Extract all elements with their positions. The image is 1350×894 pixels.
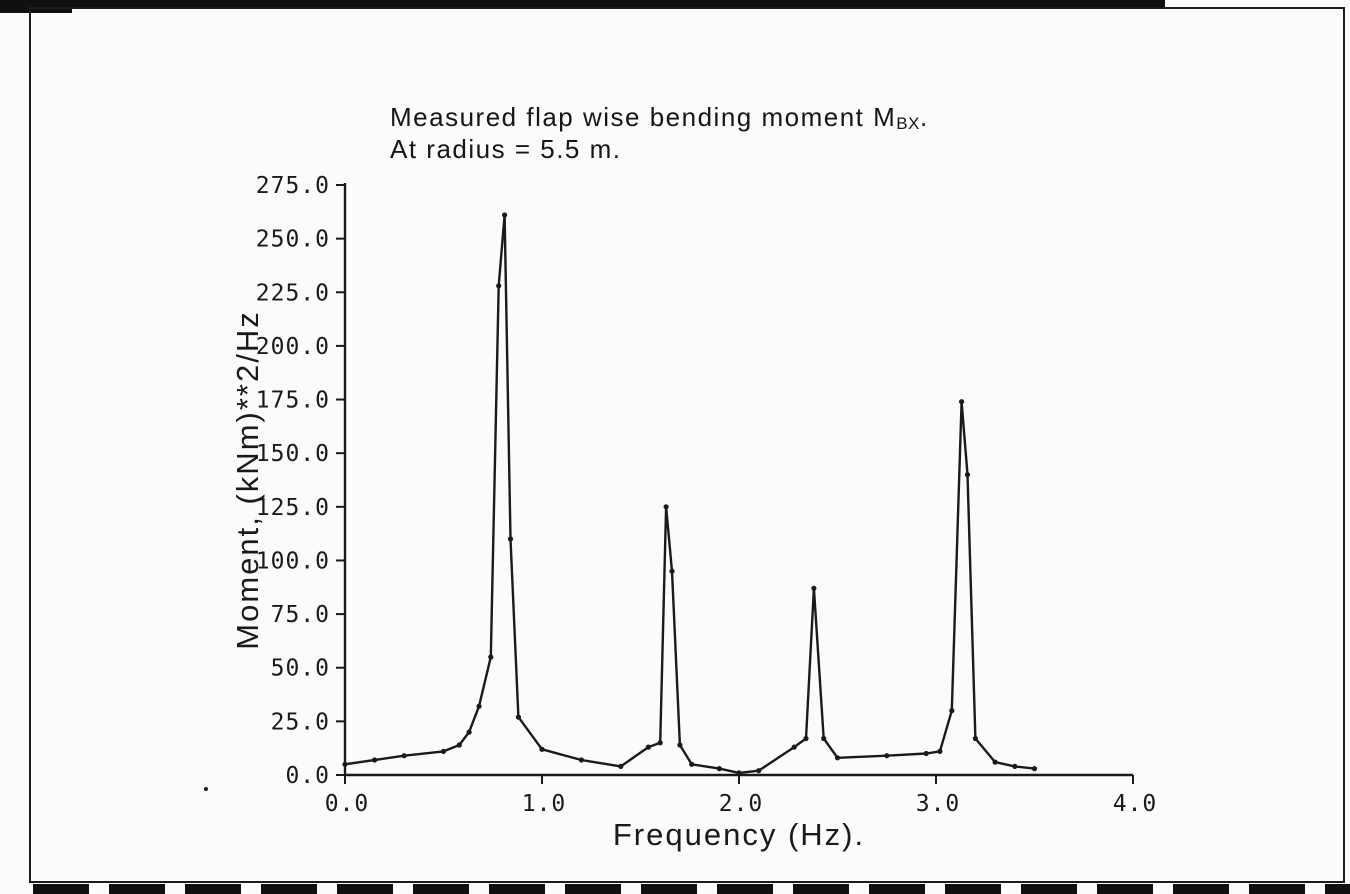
data-point-marker [803, 735, 809, 742]
y-tick-label: 250.0 [256, 227, 330, 253]
data-point-marker [496, 283, 502, 289]
y-tick-label: 50.0 [271, 656, 330, 682]
data-point-marker [488, 654, 494, 660]
data-point-marker [937, 748, 943, 755]
chart-title-line2: At radius = 5.5 m. [390, 134, 622, 164]
data-point-marker [791, 744, 797, 750]
data-point-marker [972, 735, 979, 742]
y-tick-label: 275.0 [256, 173, 330, 199]
data-point-marker [884, 753, 890, 759]
data-point-marker [1012, 763, 1018, 770]
chart-title: Measured flap wise bending moment MBX. A… [390, 103, 929, 164]
data-point-marker [502, 212, 508, 218]
x-axis-label: Frequency (Hz). [613, 817, 865, 852]
spectrum-line [343, 213, 1036, 775]
data-point-marker [618, 763, 624, 770]
data-point-marker [736, 770, 742, 776]
data-point-marker [716, 766, 722, 772]
data-point-marker [756, 768, 762, 774]
data-point-marker [677, 742, 683, 748]
data-point-marker [440, 748, 447, 755]
data-point-marker [342, 761, 348, 767]
chart-title-line1: Measured flap wise bending moment MBX. [390, 103, 929, 135]
chart-title-subscript: BX [896, 114, 920, 133]
scan-speck [204, 787, 208, 791]
data-point-marker [466, 729, 472, 735]
data-point-marker [645, 744, 652, 750]
x-tick-label: 3.0 [916, 791, 961, 817]
x-tick-label: 0.0 [325, 791, 370, 817]
data-point-marker [923, 750, 929, 757]
data-point-marker [821, 735, 827, 742]
x-tick-label: 2.0 [719, 791, 764, 817]
y-tick-label: 125.0 [256, 495, 330, 521]
data-point-marker [507, 536, 514, 542]
x-tick-label: 1.0 [522, 791, 567, 817]
x-tick-label: 4.0 [1113, 791, 1158, 817]
y-tick-label: 200.0 [256, 334, 330, 360]
data-point-marker [456, 742, 462, 748]
scan-artifact-bottom-dashes [33, 884, 1350, 894]
axes [343, 183, 1133, 777]
data-point-marker [578, 757, 585, 763]
scan-artifact-top-strip [0, 0, 1165, 7]
y-tick-label: 150.0 [256, 441, 330, 467]
y-tick-label: 175.0 [256, 388, 330, 414]
data-point-marker [663, 504, 669, 510]
y-tick-label: 75.0 [271, 602, 330, 628]
data-point-marker [834, 755, 841, 761]
y-tick-label: 225.0 [256, 280, 330, 306]
data-point-marker [1031, 766, 1038, 772]
scan-artifact-top-left-blob [0, 0, 72, 13]
data-point-marker [964, 472, 971, 478]
data-point-marker [689, 761, 695, 767]
data-point-marker [657, 740, 663, 746]
y-tick-label: 25.0 [271, 709, 330, 735]
data-point-marker [811, 585, 817, 591]
data-point-marker [401, 753, 407, 759]
y-tick-label: 0.0 [285, 763, 330, 789]
chart-title-line1-text: Measured flap wise bending moment M [390, 102, 897, 132]
y-tick-label: 100.0 [256, 548, 330, 574]
data-point-marker [515, 714, 522, 720]
data-point-marker [476, 703, 482, 709]
data-point-marker [539, 746, 545, 752]
data-point-marker [949, 708, 955, 714]
data-point-marker [669, 568, 675, 574]
data-point-marker [959, 399, 965, 405]
data-point-marker [372, 757, 378, 763]
data-point-marker [992, 759, 998, 765]
y-axis-label: Moment, (kNm)**2/Hz [230, 310, 265, 649]
chart-title-line1-period: . [919, 102, 929, 132]
